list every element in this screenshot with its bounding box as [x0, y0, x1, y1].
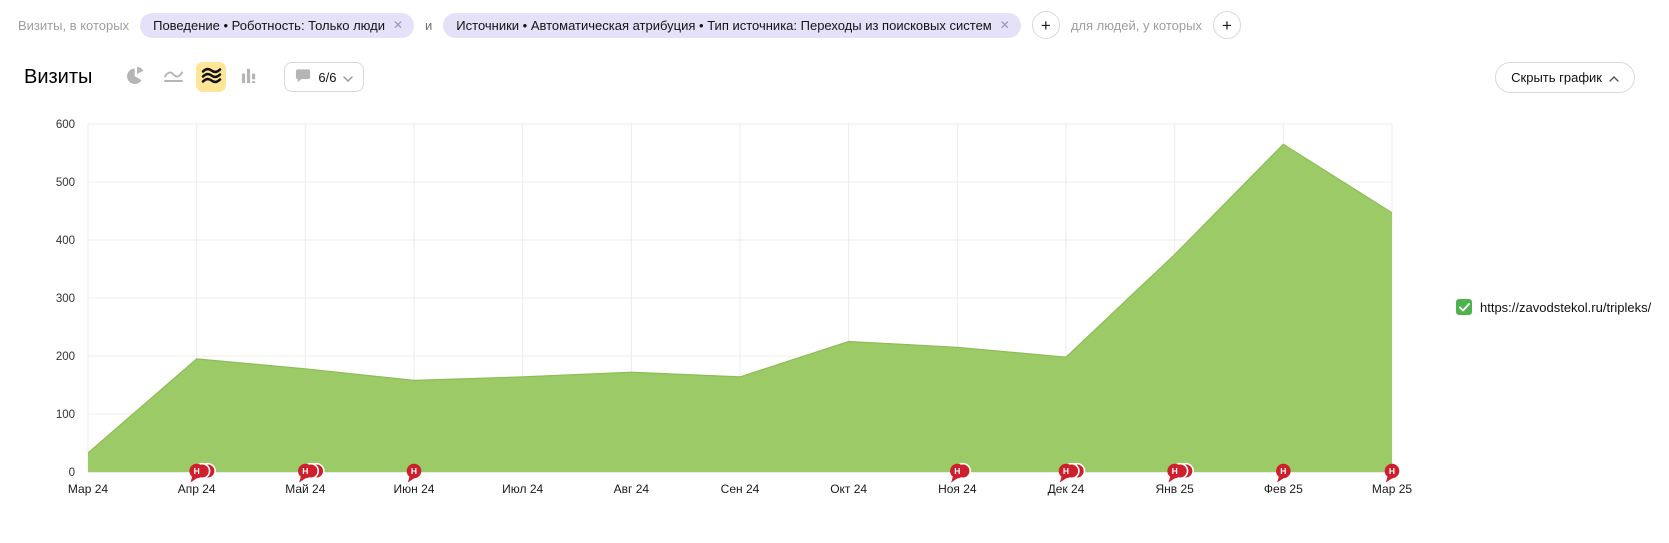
hide-chart-label: Скрыть график — [1511, 69, 1602, 85]
remove-filter-icon[interactable]: ✕ — [999, 18, 1010, 32]
news-marker-icon[interactable] — [1167, 463, 1182, 479]
legend-checkbox-icon[interactable] — [1456, 299, 1472, 315]
news-marker-label: Н — [1063, 466, 1069, 476]
visits-chart-area: 0 100 200 300 400 500 600 Мар 24 Апр 24 Май 24 Июн… — [0, 96, 1669, 536]
news-marker-icon[interactable] — [1058, 463, 1074, 479]
news-marker-icon[interactable] — [298, 463, 313, 479]
x-axis-tick-label: Апр 24 — [178, 482, 216, 496]
segment-filter-bar: Визиты, в которых Поведение • Роботность… — [0, 0, 1669, 42]
filter-chip-source-type[interactable]: Источники • Автоматическая атрибуция • Т… — [443, 12, 1021, 38]
y-axis-tick-label: 600 — [56, 119, 75, 131]
chevron-up-icon — [1609, 70, 1619, 85]
news-marker-icon[interactable] — [950, 463, 965, 479]
x-axis-tick-label: Ноя 24 — [938, 482, 977, 496]
line-chart-icon — [163, 67, 184, 88]
filter-chip-label: Поведение • Роботность: Только люди — [153, 17, 385, 33]
legend-label: https://zavodstekol.ru/tripleks/ — [1480, 299, 1652, 315]
news-marker-icon[interactable] — [406, 463, 422, 479]
chart-type-pie-button[interactable] — [120, 62, 150, 92]
y-axis-tick-label: 100 — [56, 409, 75, 421]
x-axis-tick-label: Янв 25 — [1155, 482, 1194, 496]
news-marker-label: Н — [1389, 466, 1395, 476]
x-axis-tick-label: Май 24 — [285, 482, 326, 496]
chart-type-bar-button[interactable] — [234, 62, 264, 92]
x-axis-tick-label: Мар 25 — [1372, 482, 1412, 496]
chart-type-area-button[interactable] — [196, 62, 227, 92]
people-filter-label: для людей, у которых — [1070, 17, 1202, 33]
news-marker-label: Н — [411, 466, 417, 476]
add-people-filter-button[interactable]: + — [1213, 11, 1241, 39]
page-title: Визиты — [24, 65, 93, 88]
news-marker-label: Н — [954, 466, 960, 476]
comment-bubble-icon — [295, 68, 311, 86]
bar-chart-icon — [240, 66, 259, 88]
x-axis-tick-label: Авг 24 — [614, 482, 650, 496]
x-axis-tick-label: Мар 24 — [68, 482, 108, 496]
news-marker-icon[interactable] — [1276, 463, 1291, 479]
comments-count: 6/6 — [318, 69, 337, 85]
legend-item[interactable]: https://zavodstekol.ru/tripleks/ — [1456, 299, 1651, 315]
news-marker-label: Н — [302, 466, 308, 476]
chart-header: Визиты — [24, 60, 1635, 94]
chevron-down-icon — [343, 70, 354, 85]
comments-dropdown-button[interactable]: 6/6 — [284, 62, 365, 92]
y-axis-tick-label: 500 — [56, 177, 75, 189]
chart-type-line-button[interactable] — [158, 62, 188, 92]
x-axis-tick-label: Сен 24 — [721, 482, 760, 496]
news-marker-label: Н — [1280, 466, 1286, 476]
x-axis-tick-label: Дек 24 — [1048, 482, 1085, 496]
area-series-edge — [87, 143, 1393, 454]
x-axis-tick-label: Июл 24 — [502, 482, 543, 496]
y-axis-tick-label: 0 — [69, 467, 75, 479]
filter-chip-label: Источники • Автоматическая атрибуция • Т… — [456, 17, 992, 33]
y-axis-tick-label: 400 — [56, 235, 75, 247]
news-marker-label: Н — [194, 466, 200, 476]
area-series — [88, 144, 1392, 473]
remove-filter-icon[interactable]: ✕ — [392, 18, 404, 32]
filter-chip-robots[interactable]: Поведение • Роботность: Только люди ✕ — [140, 12, 415, 38]
area-chart-icon — [201, 66, 222, 88]
news-marker-icon[interactable] — [1384, 463, 1400, 479]
x-axis-tick-label: Фев 25 — [1264, 482, 1303, 496]
filter-prefix-label: Визиты, в которых — [18, 17, 130, 33]
visits-area-chart: 0 100 200 300 400 500 600 Мар 24 Апр 24 Май 24 Июн… — [56, 119, 1413, 496]
pie-chart-icon — [126, 66, 145, 88]
y-axis-tick-label: 300 — [56, 293, 75, 305]
y-axis-tick-label: 200 — [56, 351, 75, 363]
x-axis-tick-label: Окт 24 — [830, 482, 867, 496]
add-visit-filter-button[interactable]: + — [1031, 11, 1060, 39]
news-marker-icon[interactable] — [189, 463, 204, 479]
x-axis-tick-label: Июн 24 — [394, 482, 435, 496]
news-marker-label: Н — [1172, 466, 1178, 476]
filter-conjunction: и — [425, 17, 433, 33]
hide-chart-button[interactable]: Скрыть график — [1495, 61, 1635, 93]
